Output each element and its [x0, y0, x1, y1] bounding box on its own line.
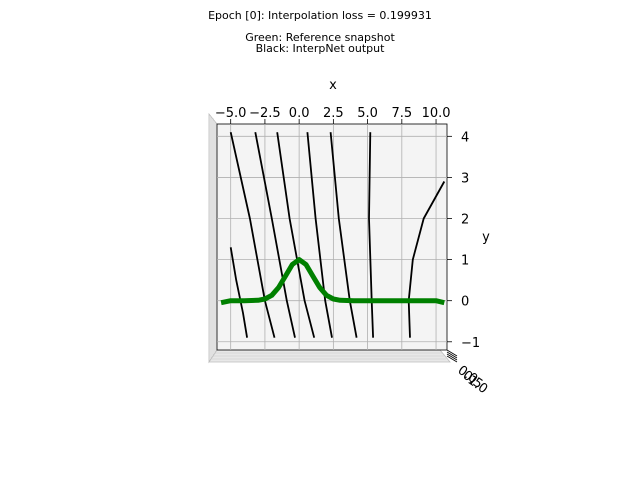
chart-title: Epoch [0]: Interpolation loss = 0.199931: [208, 9, 432, 22]
y-tick-label: 0: [461, 295, 469, 310]
interpnet-output-curve: [229, 132, 276, 338]
axes-frame: [208, 112, 451, 364]
x-tick-label: 2.5: [323, 106, 344, 121]
legend-reference-text: Green: Reference snapshot: [245, 31, 395, 44]
interpnet-output-curve: [254, 132, 296, 338]
interpnet-output-curve: [229, 247, 248, 338]
interpnet-output-curve: [306, 132, 333, 338]
y-axis-label: y: [482, 230, 490, 245]
axis-ticks: −5.0 −2.5 0.0 2.5 5.0 7.5 10.0 −1 0 1 2 3 4: [215, 106, 480, 351]
x-tick-label: −5.0: [215, 106, 247, 121]
z-axis-ticks: [446, 349, 458, 363]
legend-output-text: Black: InterpNet output: [255, 42, 385, 55]
interpnet-output-curve: [407, 181, 446, 338]
x-tick-label: 7.5: [391, 106, 412, 121]
y-tick-label: 4: [461, 130, 469, 145]
x-tick-label: 5.0: [357, 106, 378, 121]
reference-snapshot-curve: [220, 257, 445, 306]
interpnet-output-curve: [329, 132, 358, 338]
y-tick-label: 1: [461, 254, 469, 269]
y-tick-label: 3: [461, 171, 469, 186]
x-tick-label: −2.5: [249, 106, 281, 121]
interpnet-output-curve: [368, 132, 374, 338]
x-tick-label: 10.0: [422, 106, 451, 121]
x-axis-label: x: [329, 78, 337, 93]
y-tick-label: 2: [461, 213, 469, 228]
x-tick-label: 0.0: [289, 106, 310, 121]
y-tick-label: −1: [461, 336, 480, 351]
